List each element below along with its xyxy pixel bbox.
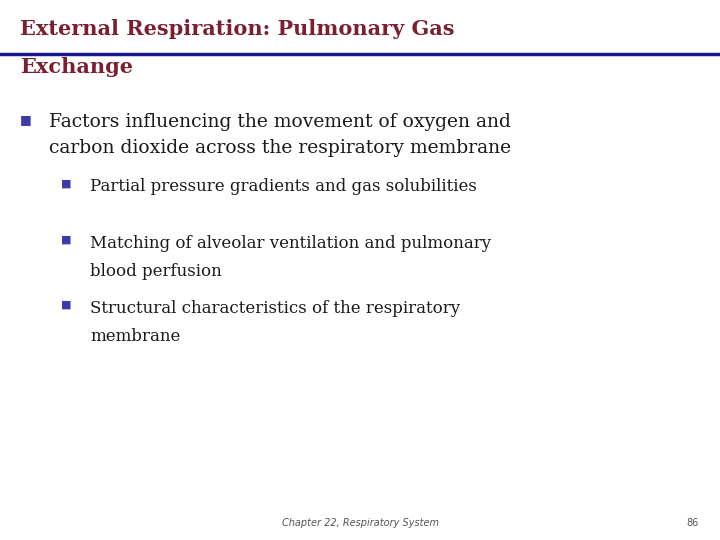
Text: blood perfusion: blood perfusion — [90, 263, 222, 280]
Text: Partial pressure gradients and gas solubilities: Partial pressure gradients and gas solub… — [90, 178, 477, 195]
Text: Factors influencing the movement of oxygen and: Factors influencing the movement of oxyg… — [49, 113, 510, 131]
Text: Exchange: Exchange — [20, 57, 133, 77]
Text: External Respiration: Pulmonary Gas: External Respiration: Pulmonary Gas — [20, 19, 454, 39]
Text: Structural characteristics of the respiratory: Structural characteristics of the respir… — [90, 300, 460, 316]
Text: Chapter 22, Respiratory System: Chapter 22, Respiratory System — [282, 518, 438, 528]
Text: ■: ■ — [20, 113, 32, 126]
Text: membrane: membrane — [90, 328, 181, 345]
Text: ■: ■ — [61, 235, 72, 245]
Text: 86: 86 — [686, 518, 698, 528]
Text: Matching of alveolar ventilation and pulmonary: Matching of alveolar ventilation and pul… — [90, 235, 491, 252]
Text: ■: ■ — [61, 178, 72, 188]
Text: ■: ■ — [61, 300, 72, 310]
Text: carbon dioxide across the respiratory membrane: carbon dioxide across the respiratory me… — [49, 139, 511, 157]
